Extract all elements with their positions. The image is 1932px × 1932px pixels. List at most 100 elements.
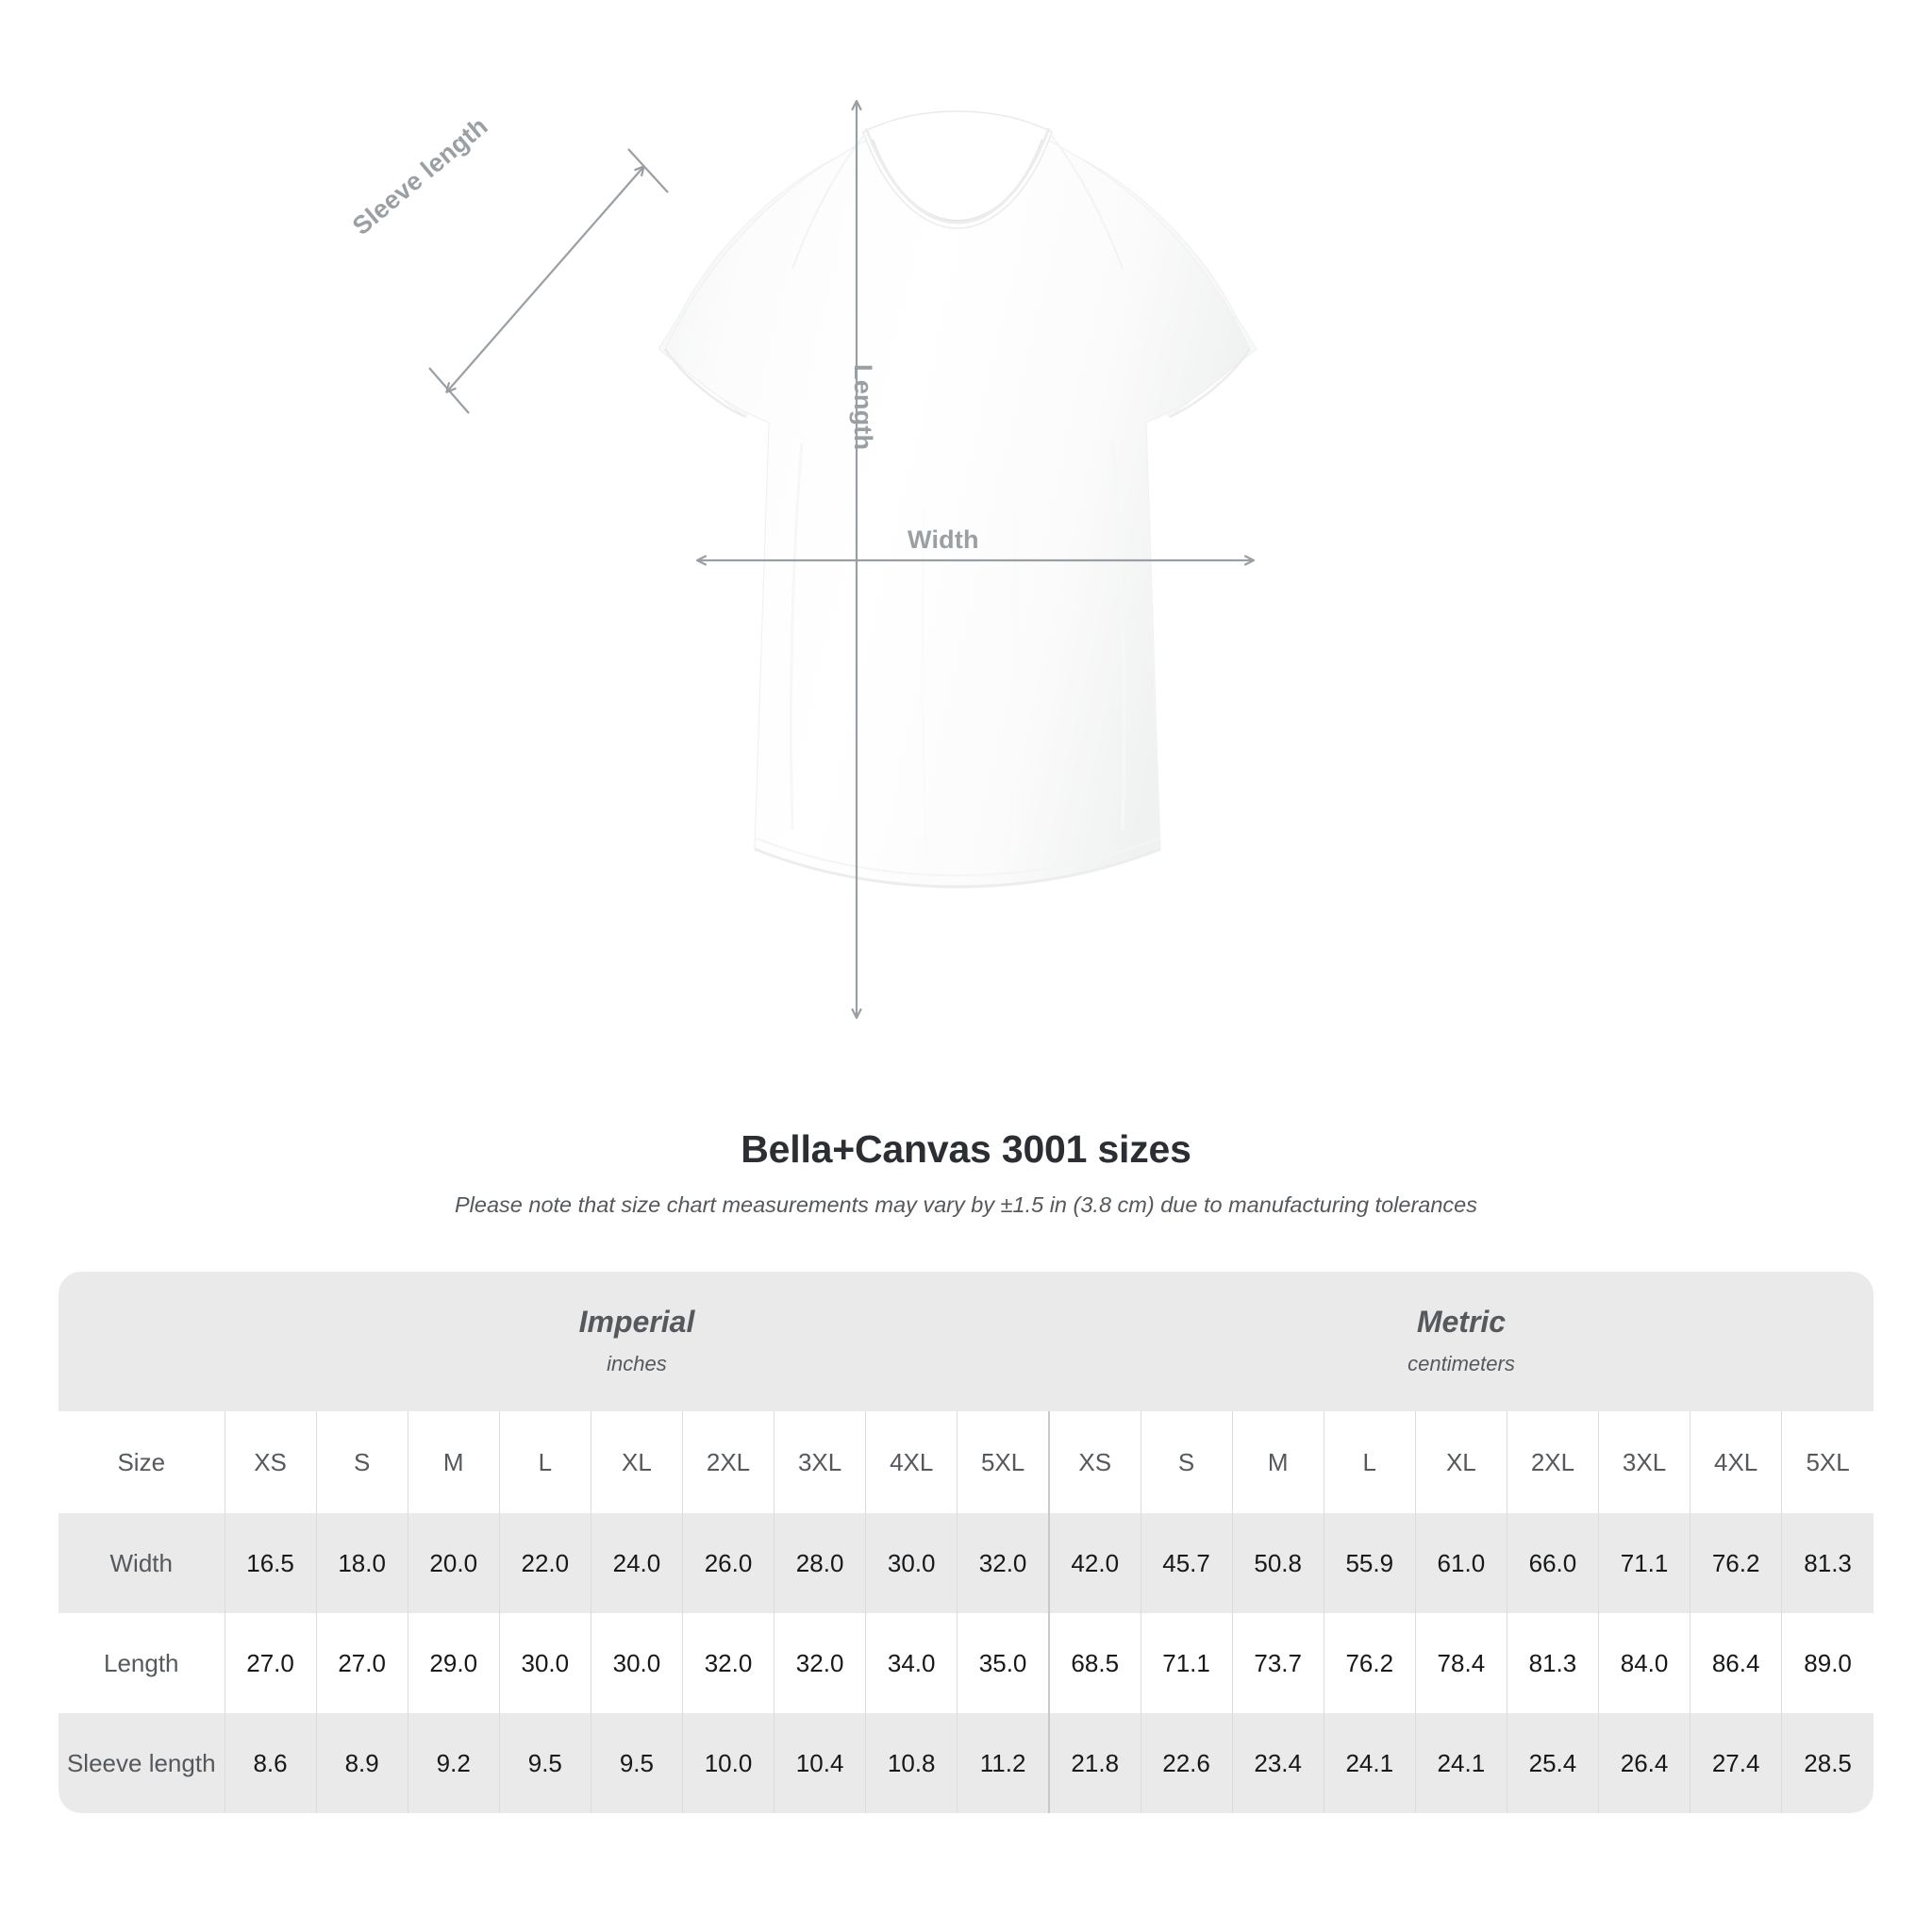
size-header-label: Size bbox=[58, 1411, 225, 1513]
size-col-metric-4xl: 4XL bbox=[1690, 1411, 1782, 1513]
cell-width-imperial-s: 18.0 bbox=[315, 1513, 408, 1613]
table-row: Length 27.0 27.0 29.0 30.0 30.0 32.0 32.… bbox=[58, 1613, 1874, 1713]
cell-length-imperial-m: 29.0 bbox=[407, 1613, 500, 1713]
cell-width-metric-xl: 61.0 bbox=[1414, 1513, 1507, 1613]
size-col-imperial-xs: XS bbox=[224, 1411, 317, 1513]
cell-length-metric-4xl: 86.4 bbox=[1690, 1613, 1782, 1713]
cell-width-metric-xs: 42.0 bbox=[1047, 1513, 1141, 1613]
cell-width-imperial-3xl: 28.0 bbox=[774, 1513, 866, 1613]
cell-width-metric-2xl: 66.0 bbox=[1506, 1513, 1599, 1613]
size-col-metric-xs: XS bbox=[1047, 1411, 1141, 1513]
size-col-imperial-xl: XL bbox=[590, 1411, 683, 1513]
cell-sleeve-metric-4xl: 27.4 bbox=[1690, 1713, 1782, 1813]
cell-sleeve-metric-s: 22.6 bbox=[1140, 1713, 1233, 1813]
cell-width-imperial-l: 22.0 bbox=[498, 1513, 591, 1613]
page-title: Bella+Canvas 3001 sizes bbox=[741, 1127, 1191, 1171]
size-col-metric-l: L bbox=[1323, 1411, 1416, 1513]
cell-width-imperial-m: 20.0 bbox=[407, 1513, 500, 1613]
sleeve-length-dimension-arrow bbox=[428, 148, 669, 414]
cell-sleeve-metric-xl: 24.1 bbox=[1414, 1713, 1507, 1813]
tshirt-illustration bbox=[658, 110, 1257, 889]
unit-group-row: Imperial inches Metric centimeters bbox=[58, 1272, 1874, 1411]
cell-sleeve-imperial-3xl: 10.4 bbox=[774, 1713, 866, 1813]
cell-sleeve-imperial-4xl: 10.8 bbox=[865, 1713, 958, 1813]
size-col-imperial-l: L bbox=[498, 1411, 591, 1513]
cell-length-imperial-4xl: 34.0 bbox=[865, 1613, 958, 1713]
size-col-metric-s: S bbox=[1140, 1411, 1233, 1513]
cell-width-imperial-xl: 24.0 bbox=[590, 1513, 683, 1613]
cell-length-imperial-s: 27.0 bbox=[315, 1613, 408, 1713]
unit-group-metric-sub: centimeters bbox=[1407, 1352, 1515, 1375]
unit-group-imperial-name: Imperial bbox=[578, 1305, 695, 1339]
cell-sleeve-metric-xs: 21.8 bbox=[1047, 1713, 1141, 1813]
cell-length-metric-s: 71.1 bbox=[1140, 1613, 1233, 1713]
cell-length-imperial-5xl: 35.0 bbox=[957, 1613, 1049, 1713]
width-dimension-label: Width bbox=[908, 525, 979, 554]
size-chart-table: Imperial inches Metric centimeters Size … bbox=[58, 1272, 1874, 1813]
row-label-sleeve-length: Sleeve length bbox=[58, 1713, 225, 1813]
unit-group-metric-name: Metric bbox=[1416, 1305, 1507, 1339]
cell-sleeve-imperial-l: 9.5 bbox=[498, 1713, 591, 1813]
cell-width-metric-4xl: 76.2 bbox=[1690, 1513, 1782, 1613]
size-col-imperial-2xl: 2XL bbox=[681, 1411, 774, 1513]
cell-width-imperial-5xl: 32.0 bbox=[957, 1513, 1049, 1613]
row-label-width: Width bbox=[58, 1513, 225, 1613]
cell-length-imperial-l: 30.0 bbox=[498, 1613, 591, 1713]
cell-width-metric-3xl: 71.1 bbox=[1597, 1513, 1690, 1613]
cell-width-imperial-4xl: 30.0 bbox=[865, 1513, 958, 1613]
size-col-imperial-4xl: 4XL bbox=[865, 1411, 958, 1513]
cell-length-metric-m: 73.7 bbox=[1231, 1613, 1324, 1713]
cell-length-imperial-xs: 27.0 bbox=[224, 1613, 317, 1713]
cell-width-metric-s: 45.7 bbox=[1140, 1513, 1233, 1613]
cell-sleeve-metric-l: 24.1 bbox=[1323, 1713, 1416, 1813]
unit-group-imperial: Imperial inches bbox=[225, 1272, 1049, 1411]
cell-sleeve-imperial-s: 8.9 bbox=[315, 1713, 408, 1813]
size-chart-table-wrapper: Imperial inches Metric centimeters Size … bbox=[58, 1272, 1874, 1813]
cell-sleeve-imperial-5xl: 11.2 bbox=[957, 1713, 1049, 1813]
cell-sleeve-imperial-xl: 9.5 bbox=[590, 1713, 683, 1813]
tshirt-diagram: Sleeve length Length Width bbox=[347, 0, 1932, 1113]
cell-length-metric-3xl: 84.0 bbox=[1597, 1613, 1690, 1713]
row-label-length: Length bbox=[58, 1613, 225, 1713]
cell-width-metric-m: 50.8 bbox=[1231, 1513, 1324, 1613]
unit-group-imperial-sub: inches bbox=[607, 1352, 667, 1375]
size-col-imperial-s: S bbox=[315, 1411, 408, 1513]
chart-heading: Bella+Canvas 3001 sizes Please note that… bbox=[0, 1127, 1932, 1218]
cell-sleeve-imperial-xs: 8.6 bbox=[224, 1713, 317, 1813]
length-dimension-label: Length bbox=[849, 364, 877, 451]
size-col-metric-2xl: 2XL bbox=[1506, 1411, 1599, 1513]
cell-width-metric-l: 55.9 bbox=[1323, 1513, 1416, 1613]
cell-length-metric-2xl: 81.3 bbox=[1506, 1613, 1599, 1713]
cell-length-imperial-2xl: 32.0 bbox=[681, 1613, 774, 1713]
size-col-metric-3xl: 3XL bbox=[1597, 1411, 1690, 1513]
unit-row-spacer bbox=[58, 1272, 225, 1411]
cell-width-imperial-2xl: 26.0 bbox=[681, 1513, 774, 1613]
cell-length-imperial-3xl: 32.0 bbox=[774, 1613, 866, 1713]
tolerance-note: Please note that size chart measurements… bbox=[455, 1192, 1477, 1217]
cell-length-metric-5xl: 89.0 bbox=[1781, 1613, 1874, 1713]
measurement-arrows-overlay bbox=[428, 0, 1932, 1113]
cell-length-imperial-xl: 30.0 bbox=[590, 1613, 683, 1713]
size-col-metric-xl: XL bbox=[1414, 1411, 1507, 1513]
cell-width-metric-5xl: 81.3 bbox=[1781, 1513, 1874, 1613]
table-row: Width 16.5 18.0 20.0 22.0 24.0 26.0 28.0… bbox=[58, 1513, 1874, 1613]
table-row: Sleeve length 8.6 8.9 9.2 9.5 9.5 10.0 1… bbox=[58, 1713, 1874, 1813]
cell-sleeve-imperial-2xl: 10.0 bbox=[681, 1713, 774, 1813]
cell-width-imperial-xs: 16.5 bbox=[224, 1513, 317, 1613]
size-col-metric-5xl: 5XL bbox=[1781, 1411, 1874, 1513]
cell-sleeve-metric-5xl: 28.5 bbox=[1781, 1713, 1874, 1813]
cell-length-metric-l: 76.2 bbox=[1323, 1613, 1416, 1713]
cell-sleeve-metric-m: 23.4 bbox=[1231, 1713, 1324, 1813]
size-col-imperial-3xl: 3XL bbox=[774, 1411, 866, 1513]
unit-group-metric: Metric centimeters bbox=[1048, 1272, 1874, 1411]
cell-length-metric-xs: 68.5 bbox=[1047, 1613, 1141, 1713]
cell-sleeve-metric-3xl: 26.4 bbox=[1597, 1713, 1690, 1813]
cell-sleeve-metric-2xl: 25.4 bbox=[1506, 1713, 1599, 1813]
size-header-row: Size XS S M L XL 2XL 3XL 4XL 5XL XS S M … bbox=[58, 1411, 1874, 1513]
size-col-imperial-m: M bbox=[407, 1411, 500, 1513]
cell-length-metric-xl: 78.4 bbox=[1414, 1613, 1507, 1713]
size-col-imperial-5xl: 5XL bbox=[957, 1411, 1049, 1513]
cell-sleeve-imperial-m: 9.2 bbox=[407, 1713, 500, 1813]
size-col-metric-m: M bbox=[1231, 1411, 1324, 1513]
